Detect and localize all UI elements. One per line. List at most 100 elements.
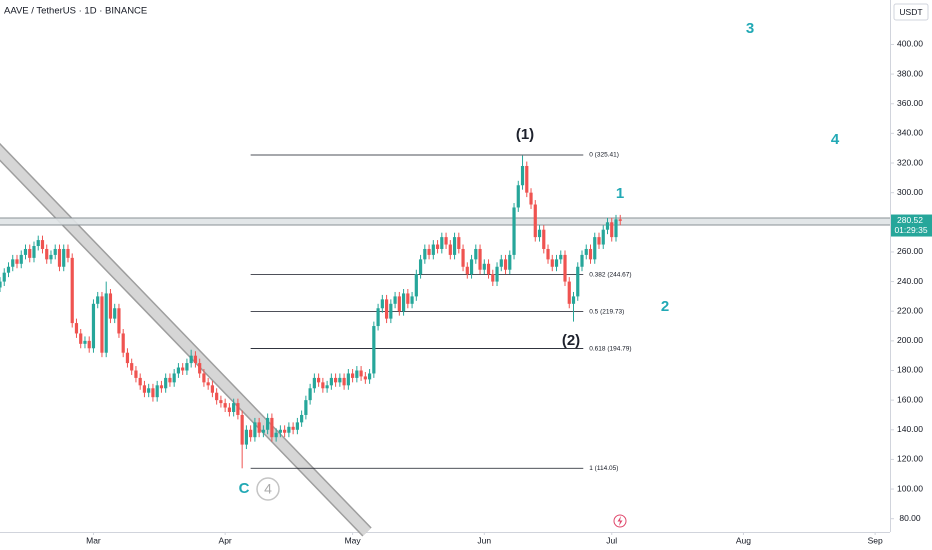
wave-label: (2): [562, 332, 580, 349]
currency-box[interactable]: [893, 3, 929, 21]
y-tick-label: 160.00: [897, 394, 923, 404]
candle-body: [351, 373, 355, 378]
y-tick-label: 120.00: [897, 454, 923, 464]
candle-body: [363, 376, 367, 380]
candle-body: [244, 429, 248, 445]
candle-body: [554, 259, 559, 267]
candle-body: [49, 254, 53, 260]
candle-body: [423, 248, 427, 260]
y-tick-label: 200.00: [897, 335, 923, 345]
price-tag-value: 280.52: [897, 215, 923, 225]
candle-body: [461, 248, 465, 267]
candle-body: [19, 254, 23, 264]
candle-body: [317, 377, 321, 383]
candle-body: [155, 385, 159, 398]
candle-body: [486, 263, 491, 275]
candle-body: [321, 382, 325, 389]
x-tick-label: Mar: [86, 535, 101, 545]
y-tick-label: 140.00: [897, 424, 923, 434]
chart-title: AAVE / TetherUS · 1D · BINANCE: [4, 6, 147, 17]
candle-body: [117, 308, 121, 334]
candle-body: [130, 363, 134, 371]
candle-body: [53, 248, 57, 255]
wave-label: 4: [264, 481, 272, 497]
candle-body: [62, 248, 66, 267]
candle-body: [236, 403, 240, 415]
candle-body: [372, 326, 376, 374]
candle-body: [478, 248, 482, 270]
candle-body: [91, 303, 96, 349]
x-tick-label: Jun: [477, 535, 491, 545]
candle-body: [15, 259, 19, 264]
candle-body: [380, 299, 384, 309]
candle-body: [444, 237, 448, 245]
candle-body: [168, 377, 172, 383]
candle-body: [525, 165, 529, 193]
candle-body: [210, 385, 215, 393]
candle-body: [469, 259, 474, 275]
y-tick-label: 220.00: [897, 305, 923, 315]
candle-body: [550, 259, 554, 267]
candle-body: [397, 296, 401, 312]
candle-body: [83, 340, 87, 344]
candle-body: [427, 248, 431, 255]
candle-body: [142, 385, 147, 393]
y-tick-label: 380.00: [897, 68, 923, 78]
wave-label: 4: [831, 131, 840, 148]
candle-body: [431, 244, 435, 255]
x-tick-label: Aug: [736, 535, 751, 545]
fib-label: 0.618 (194.79): [589, 345, 631, 352]
candle-body: [495, 266, 499, 282]
x-tick-label: Sep: [868, 535, 883, 545]
candle-body: [151, 388, 155, 398]
y-tick-label: 260.00: [897, 246, 923, 256]
candle-body: [529, 192, 533, 205]
candle-body: [189, 355, 193, 364]
candle-body: [261, 429, 265, 433]
y-tick-label: 240.00: [897, 276, 923, 286]
candle-body: [300, 414, 304, 423]
candle-body: [108, 293, 113, 319]
candle-body: [66, 248, 70, 258]
candle-body: [334, 377, 338, 383]
candle-body: [503, 259, 508, 270]
candle-body: [23, 248, 28, 255]
candle-body: [79, 333, 83, 344]
candle-body: [563, 254, 567, 282]
candle-body: [329, 377, 333, 386]
wave-label: 1: [616, 185, 624, 202]
candle-body: [32, 246, 36, 258]
candle-body: [96, 296, 100, 304]
candle-body: [36, 240, 40, 247]
candle-body: [215, 392, 219, 401]
candle-body: [287, 426, 291, 433]
candle-body: [567, 281, 571, 304]
fib-label: 0.5 (219.73): [589, 308, 624, 315]
y-tick-label: 80.00: [899, 513, 921, 523]
currency-label[interactable]: USDT: [899, 7, 922, 17]
event-bolt[interactable]: [617, 516, 623, 526]
candle-body: [295, 422, 299, 430]
candle-body: [571, 296, 576, 304]
candle-body: [206, 382, 210, 386]
fib-label: 1 (114.05): [589, 465, 618, 472]
trend-channel: [0, 142, 372, 537]
candle-body: [516, 185, 520, 208]
candle-body: [159, 385, 164, 389]
candle-body: [448, 244, 452, 255]
y-tick-label: 340.00: [897, 128, 923, 138]
candle-body: [393, 296, 397, 304]
candle-body: [312, 377, 316, 389]
candle-body: [2, 272, 6, 282]
y-tick-label: 360.00: [897, 98, 923, 108]
fib-label: 0 (325.41): [589, 152, 619, 159]
candle-body: [384, 299, 389, 319]
plot-area: 0 (325.41) 0.382 (244.67) 0.5 (219.73) 0.61…: [0, 152, 890, 472]
candle-body: [219, 400, 223, 404]
candle-body: [291, 426, 295, 430]
candle-body: [435, 244, 440, 249]
event-icon[interactable]: [613, 514, 627, 528]
candle-body: [223, 403, 227, 408]
candle-body: [576, 266, 580, 297]
